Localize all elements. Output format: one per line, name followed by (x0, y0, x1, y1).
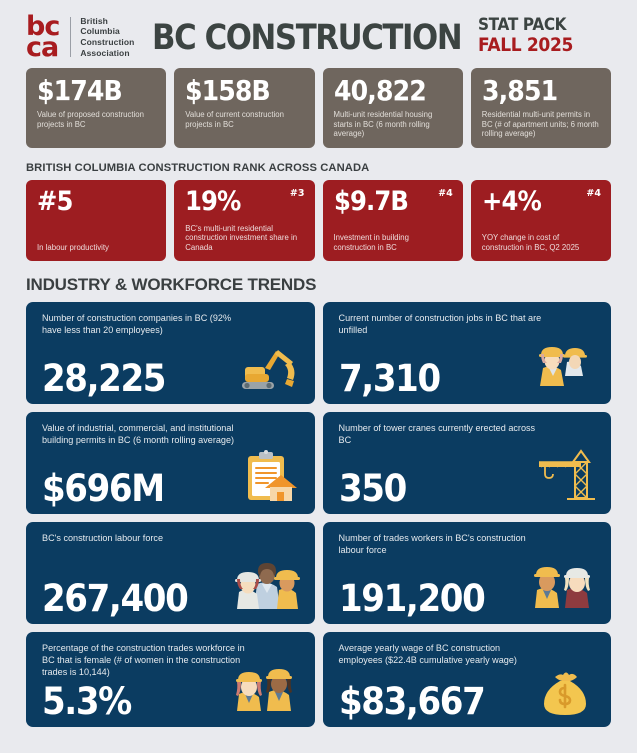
trend-description: BC's construction labour force (42, 532, 164, 543)
rank-value: 19% (185, 185, 241, 217)
worker-pair-icon (531, 558, 597, 616)
rank-badge: #3 (289, 187, 305, 199)
trend-value: 191,200 (338, 576, 486, 620)
stat-pack-block: STAT PACK FALL 2025 (478, 17, 584, 55)
trend-value: 350 (338, 466, 407, 510)
rank-card: $9.7B #4 Investment in building construc… (322, 179, 463, 261)
top-stat-description: Residential multi-unit permits in BC (# … (481, 110, 599, 139)
trend-card: Number of tower cranes currently erected… (322, 411, 611, 514)
top-stat-description: Multi-unit residential housing starts in… (333, 110, 433, 139)
logo-divider (70, 17, 72, 57)
logo-word-1: British (80, 15, 108, 26)
header-title-block: BC CONSTRUCTION STAT PACK FALL 2025 (152, 17, 583, 57)
money-bag-icon (531, 661, 597, 719)
rank-value: +4% (481, 185, 542, 217)
rank-description: In labour productivity (37, 242, 109, 252)
page-title: BC CONSTRUCTION (152, 18, 463, 58)
trend-value: 28,225 (42, 356, 166, 400)
rank-row: #5 In labour productivity 19% #3 BC's mu… (0, 179, 637, 261)
top-stat-card: $158B Value of current construction proj… (174, 68, 315, 148)
trend-description: Average yearly wage of BC construction e… (338, 642, 517, 665)
three-workers-icon (234, 558, 301, 616)
top-stat-value: $158B (185, 74, 271, 107)
rank-section-title: BRITISH COLUMBIA CONSTRUCTION RANK ACROS… (26, 161, 370, 174)
trend-card: Number of construction companies in BC (… (26, 301, 315, 404)
logo-word-2: Columbia (80, 26, 120, 37)
top-stat-value: $174B (37, 74, 123, 107)
trend-row: BC's construction labour force 267,400 (0, 521, 637, 624)
two-workers-icon (531, 338, 597, 396)
trend-description: Value of industrial, commercial, and ins… (42, 422, 235, 445)
bcca-logo: bc ca British Columbia Construction Asso… (26, 11, 134, 63)
page-header: bc ca British Columbia Construction Asso… (0, 0, 637, 68)
trend-card: Value of industrial, commercial, and ins… (26, 411, 315, 514)
trend-card: Average yearly wage of BC construction e… (322, 631, 611, 727)
top-stat-value: 40,822 (333, 74, 427, 107)
rank-card: #5 In labour productivity (26, 179, 167, 261)
trend-description: Percentage of the construction trades wo… (42, 642, 245, 677)
top-stat-description: Value of current construction projects i… (185, 110, 284, 129)
trend-row: Value of industrial, commercial, and ins… (0, 411, 637, 514)
logo-mark-line-1: bc (26, 11, 60, 42)
rank-value: #5 (37, 185, 73, 217)
logo-word-4: Association (80, 47, 130, 58)
trend-row: Number of construction companies in BC (… (0, 301, 637, 404)
logo-mark-line-2: ca (26, 32, 59, 63)
top-stat-value: 3,851 (481, 74, 558, 107)
trend-value: $696M (42, 466, 165, 510)
rank-card: +4% #4 YOY change in cost of constructio… (470, 179, 611, 261)
top-stat-card: 40,822 Multi-unit residential housing st… (322, 68, 463, 148)
trend-card: Number of trades workers in BC's constru… (322, 521, 611, 624)
trend-description: Number of tower cranes currently erected… (338, 422, 536, 445)
trend-value: $83,667 (338, 679, 486, 723)
trend-card: Current number of construction jobs in B… (322, 301, 611, 404)
trend-value: 5.3% (42, 679, 132, 723)
top-stat-card: 3,851 Residential multi-unit permits in … (470, 68, 611, 148)
trend-card: BC's construction labour force 267,400 (26, 521, 315, 624)
trend-row: Percentage of the construction trades wo… (0, 631, 637, 727)
rank-value: $9.7B (333, 185, 409, 217)
logo-word-3: Construction (80, 37, 135, 47)
tower-crane-icon (531, 448, 597, 506)
top-stat-description: Value of proposed construction projects … (37, 110, 144, 129)
top-stat-card: $174B Value of proposed construction pro… (26, 68, 167, 148)
logo-wordmark: British Columbia Construction Associatio… (80, 16, 134, 58)
trend-card: Percentage of the construction trades wo… (26, 631, 315, 727)
rank-badge: #4 (438, 187, 453, 199)
trend-description: Current number of construction jobs in B… (338, 312, 542, 335)
stat-pack-label: STAT PACK (477, 15, 567, 35)
rank-description: YOY change in cost of construction in BC… (481, 233, 580, 252)
trend-value: 267,400 (42, 576, 189, 620)
edition-label: FALL 2025 (477, 34, 573, 56)
excavator-icon (235, 338, 301, 396)
trend-description: Number of trades workers in BC's constru… (338, 532, 526, 555)
rank-card: 19% #3 BC's multi-unit residential const… (174, 179, 315, 261)
top-stats-row: $174B Value of proposed construction pro… (0, 68, 637, 148)
clipboard-house-icon (235, 448, 301, 506)
bcca-logo-mark: bc ca (26, 11, 60, 63)
rank-description: BC's multi-unit residential construction… (185, 223, 298, 252)
trend-value: 7,310 (338, 356, 441, 400)
trends-section-title: INDUSTRY & WORKFORCE TRENDS (26, 274, 317, 294)
trend-description: Number of construction companies in BC (… (42, 312, 232, 335)
two-female-workers-icon (235, 661, 301, 719)
rank-badge: #4 (586, 187, 601, 199)
rank-description: Investment in building construction in B… (333, 233, 409, 252)
